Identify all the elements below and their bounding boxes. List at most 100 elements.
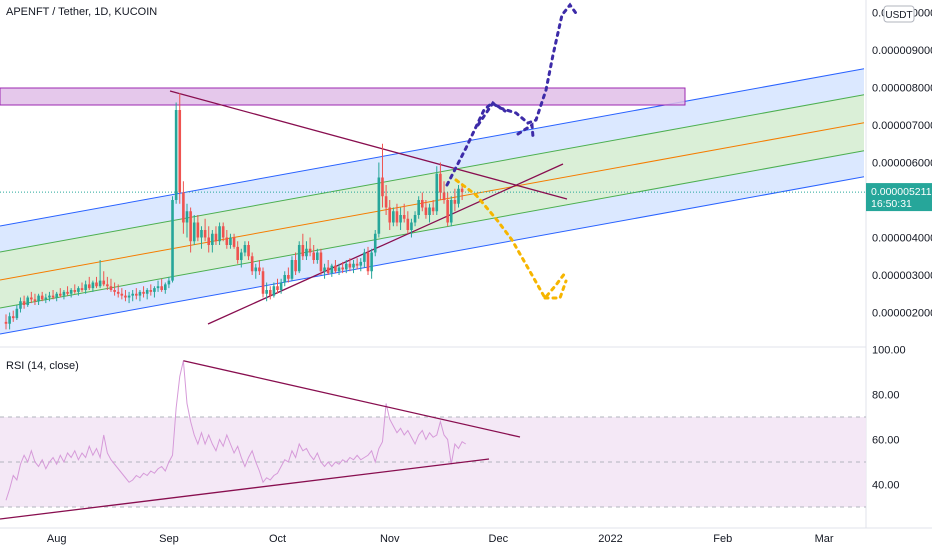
candle-body	[221, 226, 225, 238]
candle	[337, 263, 341, 275]
candle-body	[395, 211, 399, 223]
candle-body	[439, 173, 442, 193]
candle-body	[203, 230, 207, 238]
candle	[417, 196, 420, 219]
candle	[344, 260, 348, 274]
candle-body	[207, 237, 211, 245]
currency-badge[interactable]: USDT	[883, 5, 915, 23]
candle-body	[11, 316, 15, 319]
candle-body	[84, 284, 87, 290]
candle	[316, 248, 319, 264]
candle-body	[4, 321, 8, 324]
candle	[207, 226, 211, 253]
candle	[131, 290, 134, 302]
candle	[189, 207, 192, 253]
candle-body	[145, 290, 149, 294]
candle	[142, 286, 145, 298]
candle	[435, 166, 439, 215]
candle-body	[113, 290, 116, 292]
candle	[218, 222, 221, 245]
descending-trendline	[169, 90, 568, 200]
candle-body	[316, 252, 319, 260]
candle-body	[377, 177, 381, 234]
candle	[449, 196, 453, 227]
time-tick-label: Oct	[269, 533, 286, 545]
candle-body	[142, 291, 145, 294]
candle-body	[174, 110, 178, 200]
candle	[102, 271, 106, 287]
candle	[268, 286, 272, 300]
candle-body	[124, 295, 127, 298]
channel-lower-line	[0, 176, 865, 335]
candle-body	[301, 245, 305, 257]
candle	[127, 291, 131, 304]
candle	[214, 226, 218, 245]
candle	[294, 252, 297, 275]
candle-body	[305, 248, 308, 257]
resistance-zone	[0, 87, 686, 106]
candle	[185, 203, 189, 238]
bearish-projection-arrowhead	[543, 279, 568, 300]
candle	[453, 188, 457, 212]
time-tick-label: Mar	[815, 533, 834, 545]
time-tick-label: Nov	[380, 533, 400, 545]
bullish-projection-arrowhead	[476, 100, 507, 127]
candle	[203, 218, 207, 242]
candle	[69, 288, 73, 298]
rsi-label: RSI (14, close)	[6, 360, 79, 372]
bullish-projection-path	[445, 2, 580, 187]
candle-body	[138, 291, 142, 296]
candle-body	[48, 295, 51, 298]
candle	[359, 258, 363, 272]
candle	[431, 200, 435, 215]
candle	[73, 284, 77, 294]
candle	[410, 218, 413, 238]
candle-body	[319, 252, 323, 272]
candle	[428, 203, 431, 223]
candle-body	[446, 200, 449, 223]
candle-body	[135, 293, 138, 296]
candle-body	[149, 290, 153, 292]
candle-body	[196, 222, 200, 238]
candle-body	[431, 207, 435, 212]
channel-mid-line	[0, 122, 865, 281]
rsi-tick-label: 40.00	[872, 480, 900, 492]
candle	[211, 230, 214, 253]
candle-body	[66, 291, 69, 294]
price-tick-label: 0.000009000	[872, 45, 932, 57]
candle-body	[236, 246, 239, 260]
candle	[439, 162, 442, 200]
candle	[200, 226, 203, 249]
candle-body	[279, 282, 283, 290]
time-axis: Aug Sep Oct Nov Dec 2022 Feb Mar	[0, 527, 932, 545]
candle-body	[250, 256, 254, 272]
candle-body	[330, 265, 334, 274]
candle-body	[453, 200, 457, 204]
time-tick-label: Sep	[159, 533, 179, 545]
candle	[113, 282, 116, 296]
candle-body	[37, 295, 40, 302]
candle-body	[276, 286, 279, 290]
candle-body	[87, 284, 91, 289]
candle	[326, 260, 330, 275]
candle-body	[287, 275, 290, 279]
candle-body	[258, 267, 261, 272]
candle-body	[26, 297, 30, 305]
candle	[402, 203, 406, 223]
price-tick-label: 0.000007000	[872, 120, 932, 132]
candle	[77, 286, 80, 296]
candle	[265, 282, 268, 302]
candle-body	[460, 188, 464, 193]
candle-body	[127, 295, 131, 298]
candle	[384, 185, 388, 215]
candle-body	[417, 200, 420, 215]
last-price-badge: 0.000005211 16:50:31	[866, 183, 932, 212]
candle	[87, 276, 91, 290]
candle	[236, 241, 239, 264]
candle-body	[51, 295, 55, 298]
candle	[4, 314, 8, 330]
candle-body	[73, 290, 77, 292]
candle-body	[77, 288, 80, 292]
candle-body	[334, 265, 337, 272]
candle-body	[449, 200, 453, 223]
